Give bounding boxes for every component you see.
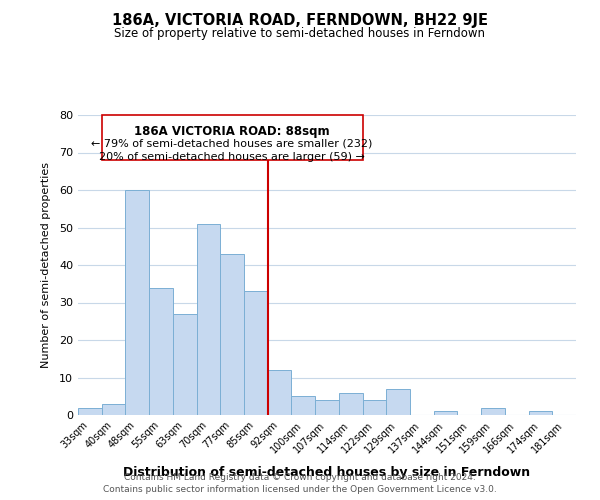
Bar — [315, 400, 339, 415]
Bar — [529, 411, 552, 415]
Text: Contains HM Land Registry data © Crown copyright and database right 2024.: Contains HM Land Registry data © Crown c… — [124, 472, 476, 482]
Bar — [125, 190, 149, 415]
Text: 20% of semi-detached houses are larger (59) →: 20% of semi-detached houses are larger (… — [99, 152, 365, 162]
Bar — [292, 396, 315, 415]
Bar — [434, 411, 457, 415]
Bar — [362, 400, 386, 415]
Bar — [220, 254, 244, 415]
Bar — [78, 408, 102, 415]
Bar — [481, 408, 505, 415]
Bar — [339, 392, 362, 415]
Bar — [268, 370, 292, 415]
Bar — [173, 314, 197, 415]
Text: 186A VICTORIA ROAD: 88sqm: 186A VICTORIA ROAD: 88sqm — [134, 126, 330, 138]
Bar — [102, 404, 125, 415]
Bar — [197, 224, 220, 415]
Y-axis label: Number of semi-detached properties: Number of semi-detached properties — [41, 162, 50, 368]
Bar — [149, 288, 173, 415]
FancyBboxPatch shape — [102, 115, 362, 160]
Text: Size of property relative to semi-detached houses in Ferndown: Size of property relative to semi-detach… — [115, 28, 485, 40]
Bar — [386, 389, 410, 415]
Text: ← 79% of semi-detached houses are smaller (232): ← 79% of semi-detached houses are smalle… — [91, 139, 373, 149]
Bar — [244, 291, 268, 415]
X-axis label: Distribution of semi-detached houses by size in Ferndown: Distribution of semi-detached houses by … — [124, 466, 530, 479]
Text: 186A, VICTORIA ROAD, FERNDOWN, BH22 9JE: 186A, VICTORIA ROAD, FERNDOWN, BH22 9JE — [112, 12, 488, 28]
Text: Contains public sector information licensed under the Open Government Licence v3: Contains public sector information licen… — [103, 485, 497, 494]
